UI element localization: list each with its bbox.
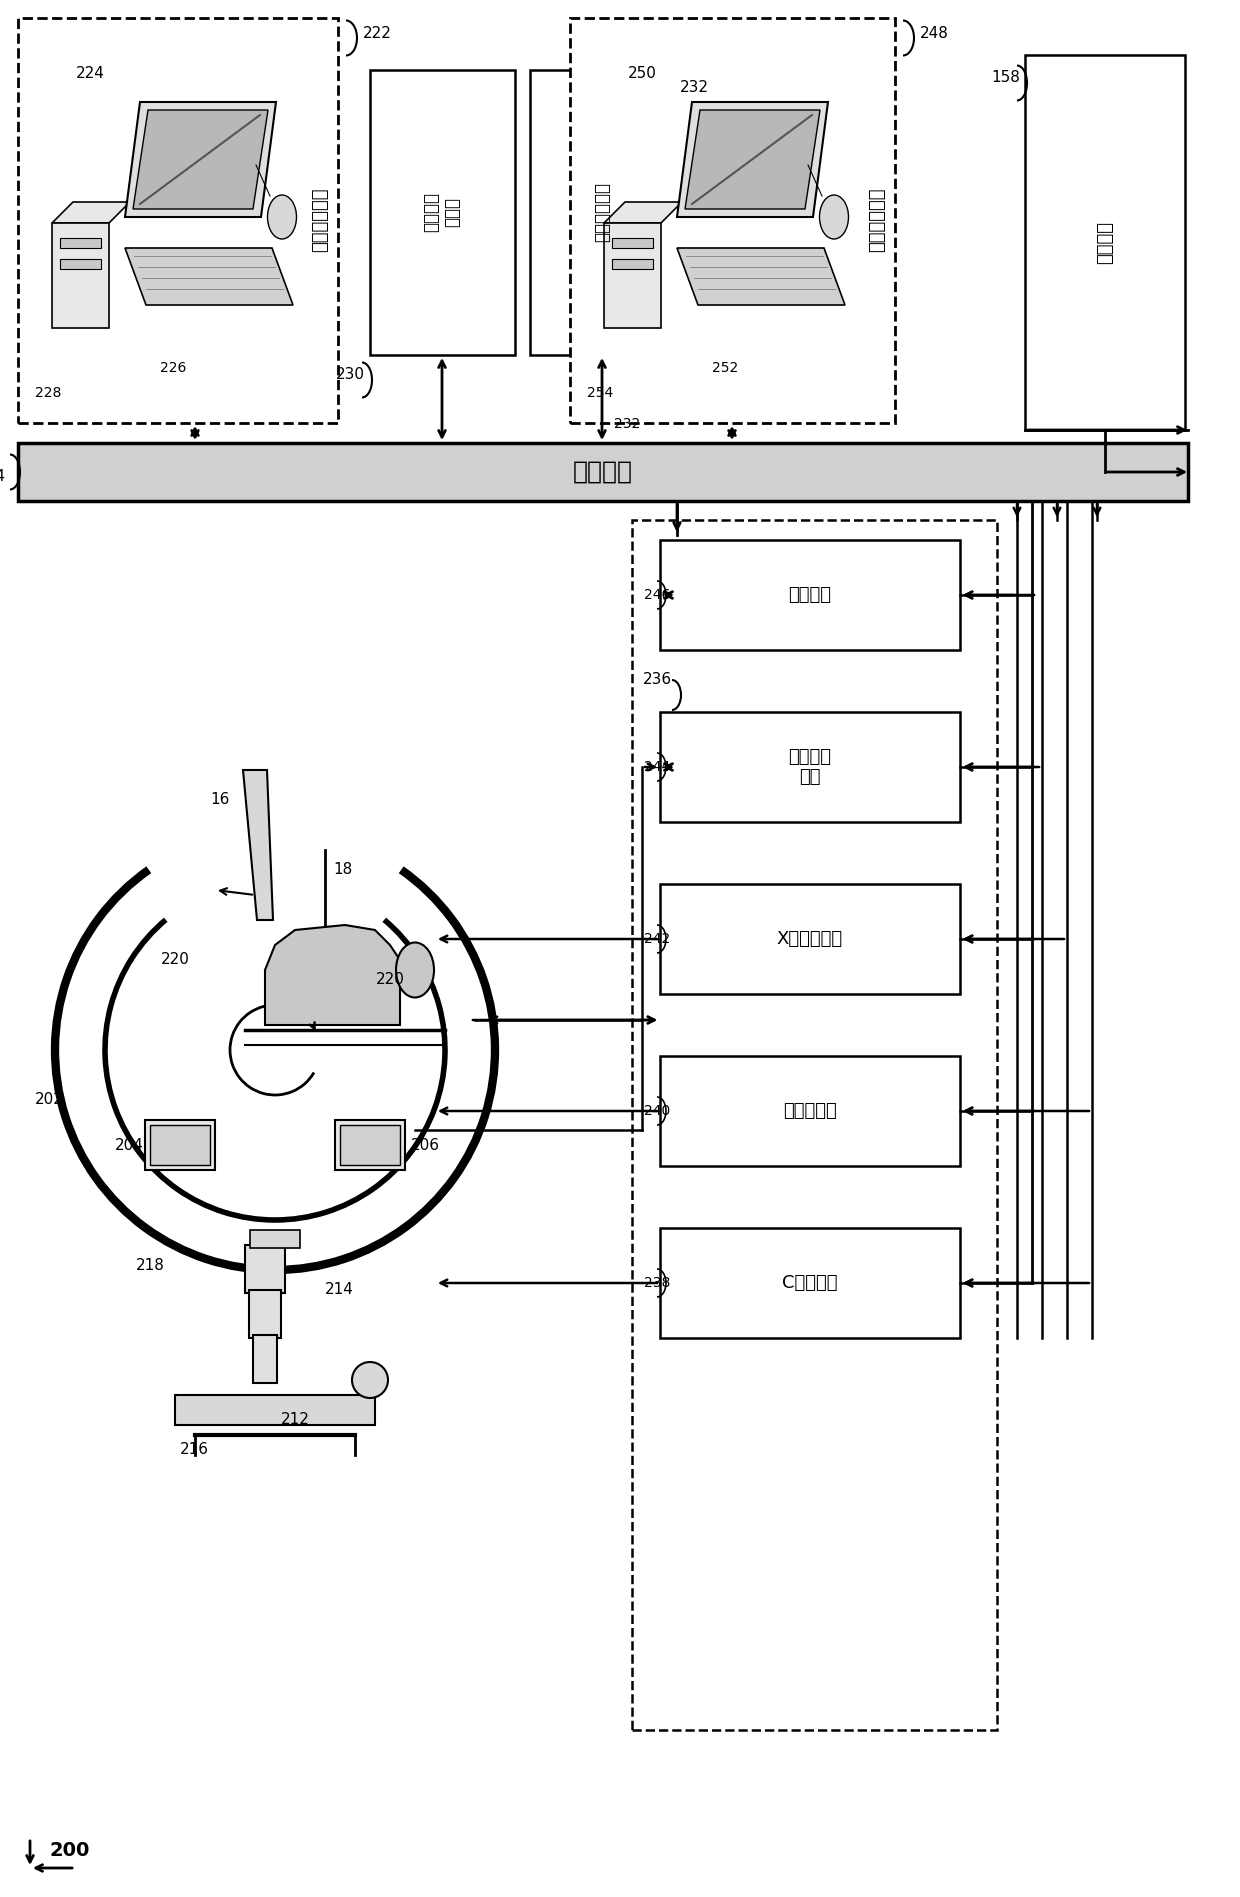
Polygon shape [125, 102, 277, 216]
Polygon shape [677, 102, 828, 216]
Bar [145, 1121, 215, 1170]
Text: 246: 246 [644, 588, 671, 601]
Text: 206: 206 [410, 1138, 440, 1153]
Bar [246, 1244, 285, 1294]
Bar [570, 17, 895, 423]
Bar [660, 711, 960, 821]
Text: 图像重建系统: 图像重建系统 [593, 182, 611, 243]
Text: 数据存储
服务器: 数据存储 服务器 [423, 192, 461, 231]
Bar [613, 237, 653, 249]
Text: 242: 242 [644, 931, 671, 947]
Text: 216: 216 [180, 1442, 210, 1457]
Bar [613, 260, 653, 269]
Bar [336, 1121, 405, 1170]
Text: 18: 18 [334, 863, 352, 878]
Bar [660, 884, 960, 994]
Text: X射线控制器: X射线控制器 [777, 930, 843, 948]
Polygon shape [677, 249, 844, 305]
Text: 通讯系统: 通讯系统 [573, 459, 632, 484]
Text: 232: 232 [614, 417, 640, 431]
Text: 202: 202 [35, 1093, 64, 1108]
Bar [660, 1227, 960, 1337]
Bar [60, 237, 100, 249]
Text: 228: 228 [35, 385, 61, 400]
Polygon shape [52, 201, 130, 224]
Text: 244: 244 [644, 761, 671, 774]
Polygon shape [265, 926, 401, 1024]
Bar [253, 1335, 277, 1383]
Polygon shape [133, 110, 268, 209]
Text: 16: 16 [211, 793, 229, 808]
Text: 250: 250 [627, 66, 657, 80]
Bar [660, 1057, 960, 1167]
Ellipse shape [268, 195, 296, 239]
Text: 234: 234 [0, 469, 6, 484]
Ellipse shape [820, 195, 848, 239]
Text: 204: 204 [115, 1138, 144, 1153]
Polygon shape [684, 110, 820, 209]
Bar [1025, 55, 1185, 431]
Text: 218: 218 [136, 1258, 165, 1273]
Text: 236: 236 [642, 673, 672, 687]
Text: 252: 252 [712, 360, 738, 376]
Text: 230: 230 [336, 366, 365, 381]
Text: 254: 254 [587, 385, 613, 400]
Text: C轴控制器: C轴控制器 [782, 1275, 838, 1292]
Polygon shape [243, 770, 273, 920]
Text: 222: 222 [363, 27, 392, 42]
Ellipse shape [396, 943, 434, 998]
Bar [529, 70, 675, 355]
Bar [632, 520, 997, 1730]
Text: 214: 214 [325, 1282, 353, 1298]
Bar [19, 17, 339, 423]
Bar [604, 224, 661, 328]
Bar [341, 1125, 401, 1165]
Bar [370, 70, 515, 355]
Bar [249, 1290, 281, 1337]
Text: 248: 248 [920, 27, 949, 42]
Text: 数据采集
系统: 数据采集 系统 [789, 747, 832, 787]
Text: 协调系统: 协调系统 [1096, 220, 1114, 264]
Text: 220: 220 [376, 973, 404, 988]
Text: 226: 226 [160, 360, 186, 376]
Text: 238: 238 [644, 1277, 671, 1290]
Text: 联网的工作站: 联网的工作站 [868, 188, 887, 252]
Text: 极轴控制器: 极轴控制器 [784, 1102, 837, 1119]
Text: 200: 200 [50, 1840, 91, 1859]
Text: 台控制器: 台控制器 [789, 586, 832, 603]
Text: 212: 212 [280, 1413, 310, 1428]
Polygon shape [604, 201, 682, 224]
Bar [150, 1125, 210, 1165]
Bar [19, 444, 1188, 501]
Bar [250, 1229, 300, 1248]
Polygon shape [125, 249, 293, 305]
Text: 158: 158 [991, 70, 1021, 85]
Bar [660, 541, 960, 651]
Text: 240: 240 [644, 1104, 671, 1117]
Text: 操作者工作站: 操作者工作站 [311, 188, 329, 252]
Circle shape [352, 1362, 388, 1398]
Text: 232: 232 [680, 80, 709, 95]
Text: 220: 220 [160, 952, 190, 967]
Text: 224: 224 [76, 66, 105, 80]
Bar [52, 224, 109, 328]
Bar [175, 1394, 374, 1425]
Bar [60, 260, 100, 269]
